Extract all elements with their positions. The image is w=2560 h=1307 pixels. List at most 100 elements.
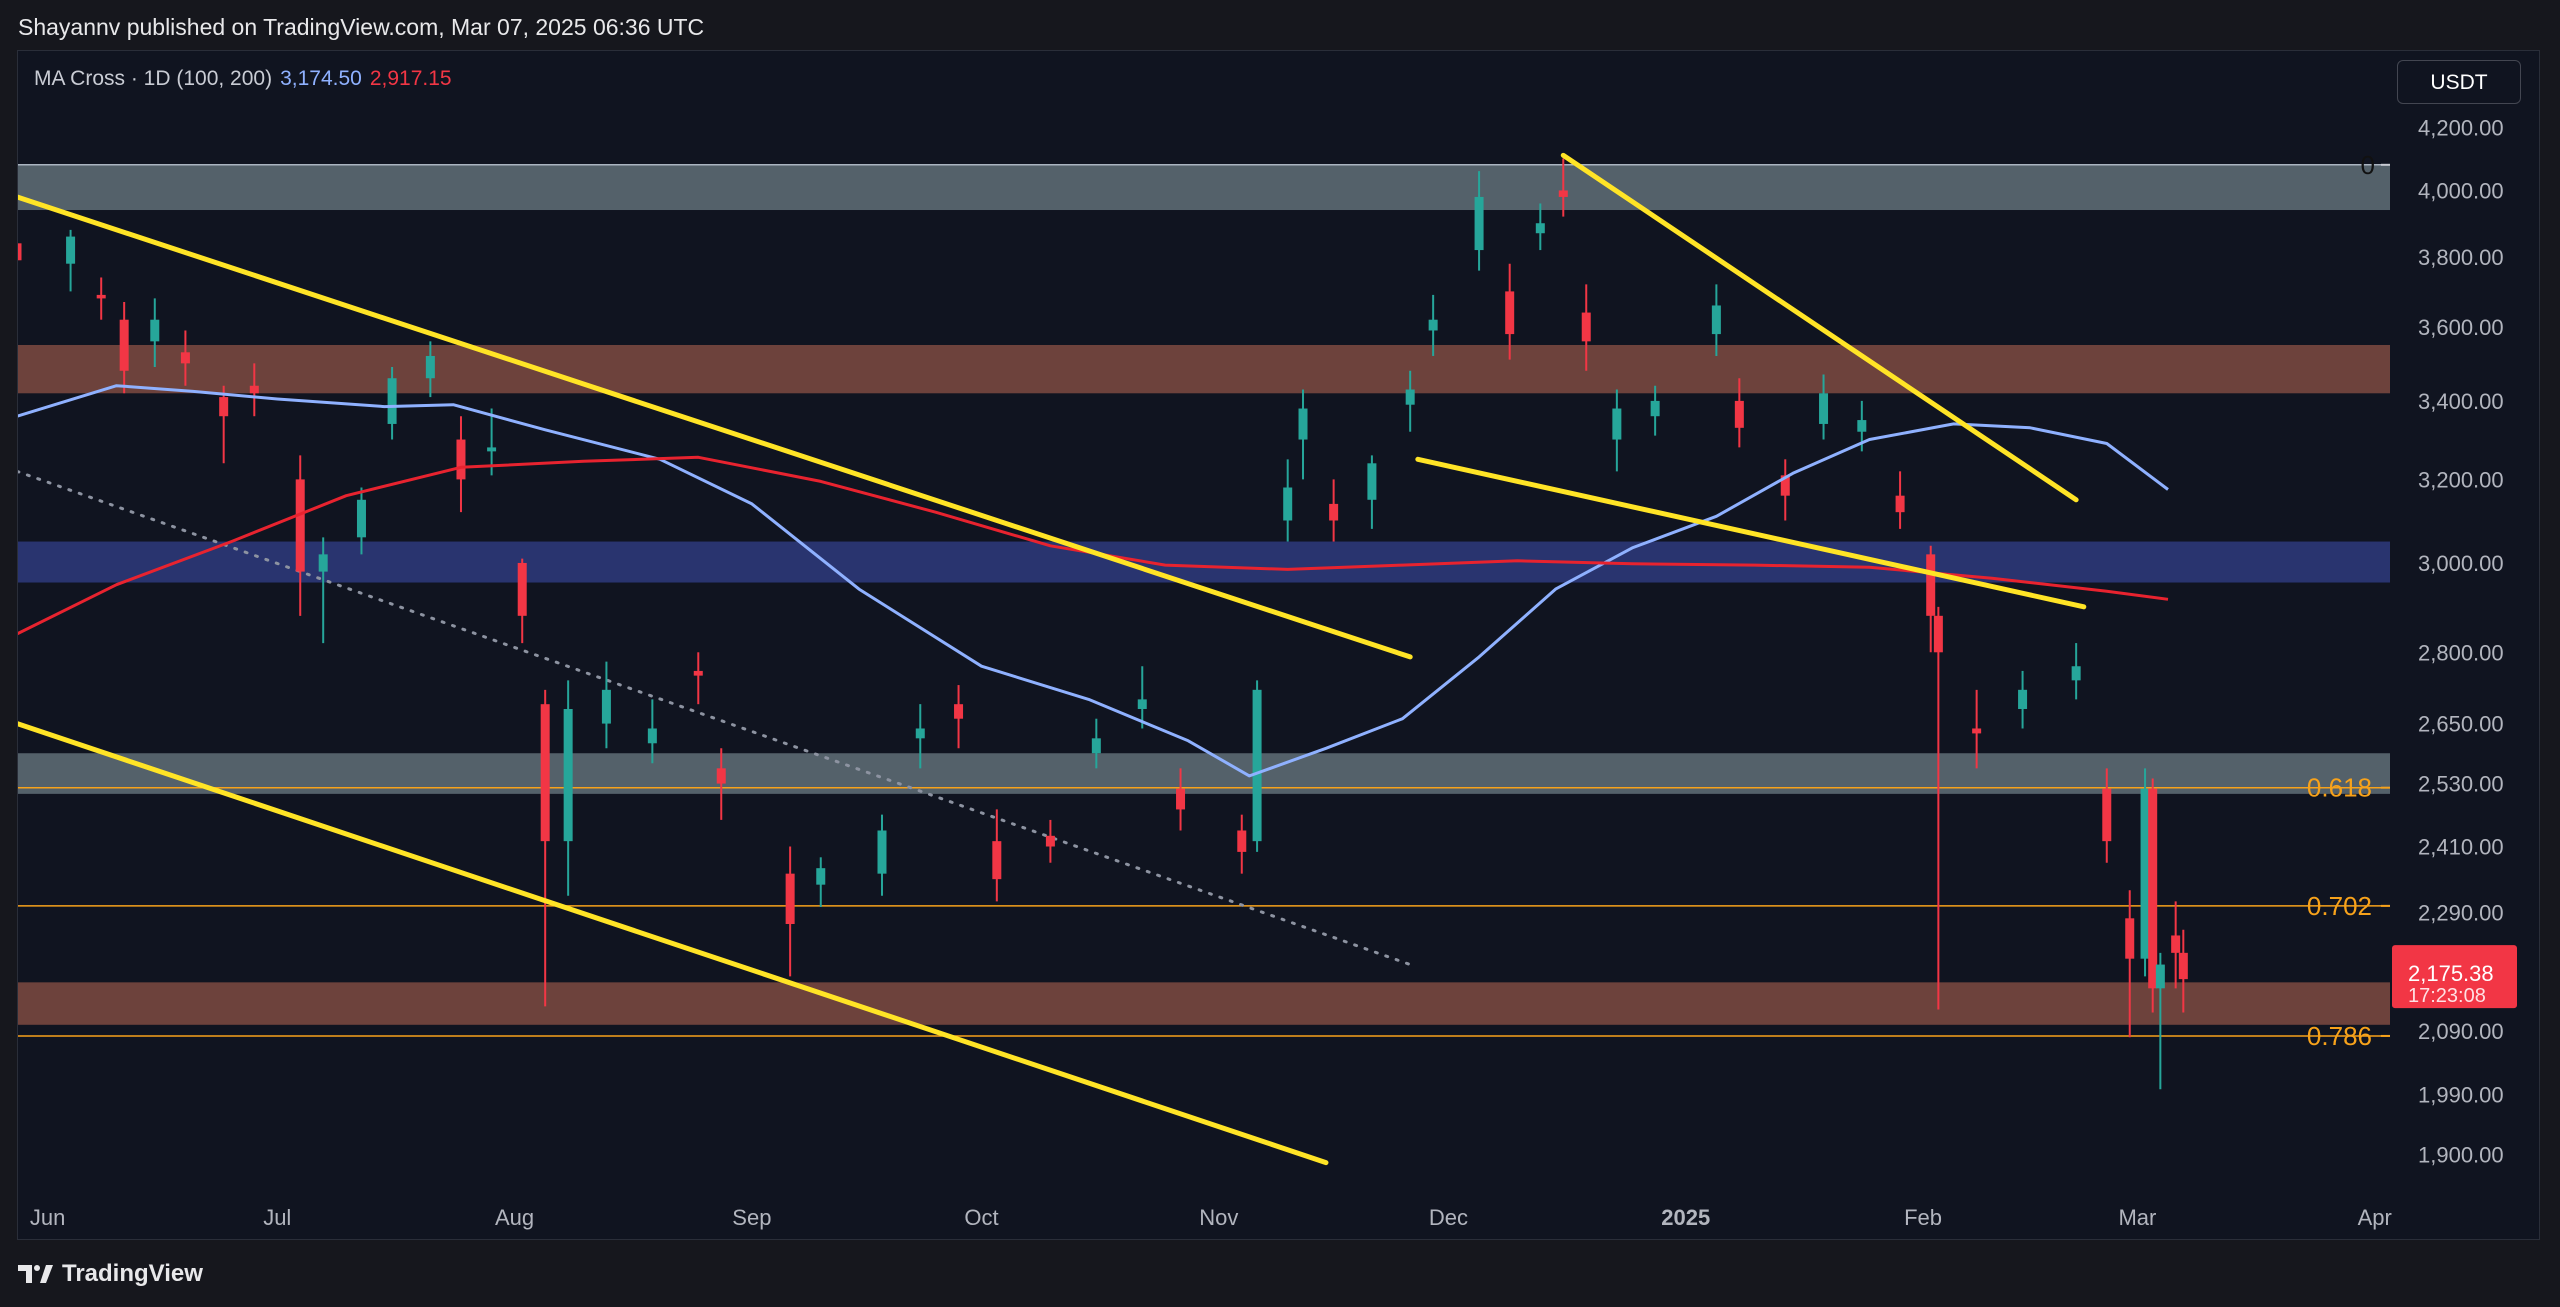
candle xyxy=(1252,680,1262,852)
candle-body xyxy=(1237,830,1247,852)
candle-body xyxy=(425,355,435,379)
candle xyxy=(1734,378,1744,448)
candle xyxy=(563,680,573,896)
candle xyxy=(2148,778,2158,1013)
trendline-1 xyxy=(18,194,1413,660)
candle xyxy=(1933,606,1943,1010)
x-tick-label: Sep xyxy=(732,1205,771,1230)
candle xyxy=(1367,455,1377,529)
candle-body xyxy=(18,243,22,261)
candle-body xyxy=(456,439,466,480)
x-tick-label: Aug xyxy=(495,1205,534,1230)
candle-body xyxy=(1926,554,1936,616)
candle xyxy=(249,363,259,417)
candle-body xyxy=(716,768,726,784)
y-tick-label: 2,650.00 xyxy=(2418,712,2504,737)
candle-body xyxy=(1505,291,1515,335)
candle-body xyxy=(647,728,657,744)
candle-body xyxy=(1535,223,1545,234)
x-tick-label: Jun xyxy=(30,1205,65,1230)
candle-body xyxy=(1176,788,1186,810)
candle xyxy=(2071,643,2081,700)
supply-zone-4000 xyxy=(18,164,2390,211)
candle-body xyxy=(877,830,887,874)
currency-button[interactable]: USDT xyxy=(2397,60,2521,104)
candle xyxy=(96,277,106,320)
y-tick-label: 2,290.00 xyxy=(2418,901,2504,926)
candle xyxy=(219,385,229,464)
publisher-header: Shayannv published on TradingView.com, M… xyxy=(0,0,2560,50)
candle xyxy=(356,487,366,555)
candle xyxy=(517,558,527,644)
candle xyxy=(1535,203,1545,251)
candle-body xyxy=(2148,788,2158,989)
y-tick-label: 4,000.00 xyxy=(2418,178,2504,203)
candle-body xyxy=(816,868,826,885)
candle xyxy=(693,652,703,705)
y-tick-label: 2,410.00 xyxy=(2418,835,2504,860)
x-tick-label: Mar xyxy=(2118,1205,2156,1230)
y-tick-label: 2,530.00 xyxy=(2418,772,2504,797)
candle xyxy=(66,229,76,292)
candle xyxy=(2125,890,2135,1038)
candle xyxy=(1283,459,1293,542)
candle xyxy=(2171,901,2181,989)
y-tick-label: 1,990.00 xyxy=(2418,1082,2504,1107)
candle-body xyxy=(1137,699,1147,710)
candle xyxy=(180,330,190,386)
x-tick-label: Oct xyxy=(964,1205,998,1230)
chart-pane[interactable] xyxy=(17,50,2540,1240)
candle-body xyxy=(517,562,527,616)
support-zone-3000 xyxy=(18,541,2390,583)
candle xyxy=(2155,952,2165,1090)
candle-body xyxy=(96,294,106,299)
footer: TradingView xyxy=(18,1258,203,1290)
candles xyxy=(18,158,2188,1090)
candle-body xyxy=(318,554,328,572)
ma200-value: 2,917.15 xyxy=(369,67,452,90)
candle xyxy=(877,814,887,896)
x-tick-label: 2025 xyxy=(1661,1205,1710,1230)
candle-body xyxy=(387,378,397,424)
candle-body xyxy=(2178,952,2188,980)
candle-body xyxy=(992,841,1002,880)
candle-body xyxy=(2102,788,2112,842)
candle-body xyxy=(2171,935,2181,953)
candle-body xyxy=(66,236,76,264)
tradingview-logo-icon xyxy=(18,1263,54,1285)
candle xyxy=(1612,389,1622,472)
candle xyxy=(1581,284,1591,371)
candle-body xyxy=(1650,400,1660,417)
indicator-legend[interactable]: MA Cross · 1D (100, 200) 3,174.50 2,917.15 xyxy=(34,67,452,91)
candle-body xyxy=(1558,190,1568,197)
candle xyxy=(1926,545,1936,653)
x-tick-label: Nov xyxy=(1199,1205,1238,1230)
candle-body xyxy=(954,704,964,719)
candle xyxy=(1972,689,1982,769)
candle xyxy=(1329,479,1339,542)
candle xyxy=(1558,158,1568,217)
candle xyxy=(1237,814,1247,874)
footer-brand: TradingView xyxy=(62,1260,203,1287)
candle xyxy=(1176,768,1186,831)
y-tick-label: 3,400.00 xyxy=(2418,389,2504,414)
ma100-value: 3,174.50 xyxy=(280,67,362,90)
candle xyxy=(1819,374,1829,440)
candle xyxy=(1505,263,1515,360)
candle-body xyxy=(219,397,229,417)
candle xyxy=(387,367,397,440)
candle xyxy=(1780,459,1790,521)
x-tick-label: Apr xyxy=(2358,1205,2392,1230)
candle-body xyxy=(1283,487,1293,521)
candle-body xyxy=(693,670,703,676)
candle xyxy=(18,243,22,261)
candle xyxy=(487,408,497,476)
candle xyxy=(119,301,129,394)
candle-body xyxy=(1895,495,1905,513)
candle xyxy=(1474,171,1484,271)
candle-body xyxy=(1612,408,1622,440)
candle xyxy=(1428,294,1438,356)
candle-body xyxy=(1581,312,1591,342)
candle xyxy=(150,298,160,368)
